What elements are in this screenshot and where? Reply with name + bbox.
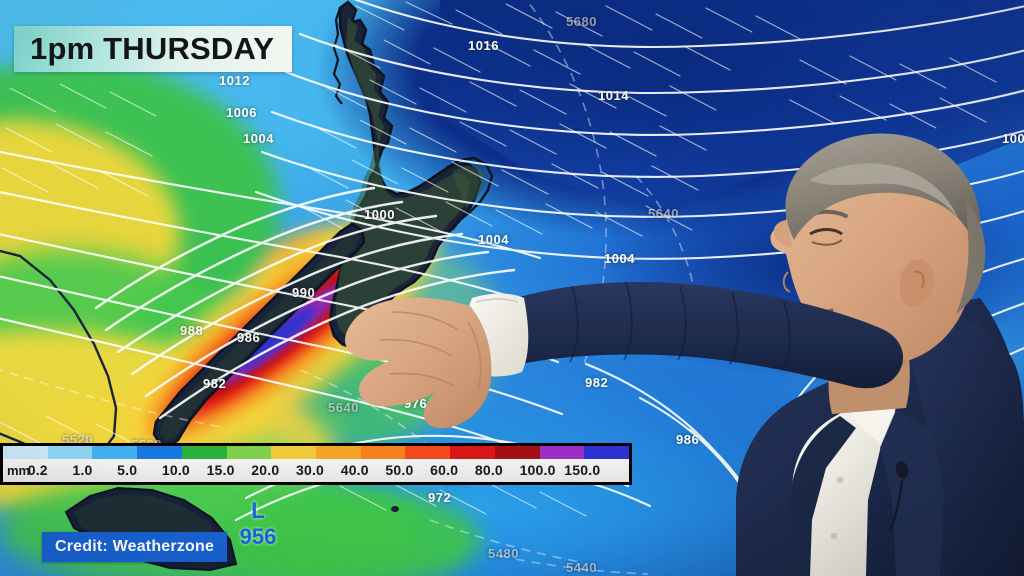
legend-swatch-7 (316, 446, 361, 459)
legend-swatch-0 (3, 446, 48, 459)
thickness-contour-label: 5680 (566, 14, 597, 29)
legend-tick: 20.0 (251, 462, 280, 478)
isobar-label: 972 (428, 490, 452, 505)
legend-swatch-9 (405, 446, 451, 459)
legend-tick: 5.0 (117, 462, 138, 478)
isobar-label: 982 (203, 376, 227, 391)
legend-swatch-11 (494, 446, 540, 459)
legend-tick: 15.0 (206, 462, 235, 478)
legend-swatch-5 (226, 446, 272, 459)
legend-tick: 10.0 (161, 462, 190, 478)
legend-swatch-4 (181, 446, 227, 459)
isobar-label: 1016 (468, 38, 499, 53)
legend-swatch-12 (539, 446, 585, 459)
thickness-contour-label: 5480 (488, 546, 519, 561)
isobar-label: 1006 (226, 105, 257, 120)
legend-swatch-1 (47, 446, 93, 459)
legend-tick: 150.0 (564, 462, 601, 478)
legend-unit-label: mm (7, 463, 31, 478)
isobar-label: 988 (180, 323, 204, 338)
thickness-contour-label: 5440 (566, 560, 597, 575)
low-pressure-value: 956 (239, 524, 277, 549)
legend-tick: 1.0 (72, 462, 93, 478)
rainfall-legend: mm 0.2 1.0 5.0 10.0 15.0 20.0 30.0 40.0 50.0 60.0… (0, 443, 632, 485)
legend-swatch-2 (92, 446, 138, 459)
isobar-label: 990 (292, 285, 316, 300)
legend-tick: 0.2 (27, 462, 48, 478)
legend-color-scale (3, 446, 630, 459)
isobar-label: 1012 (219, 73, 250, 88)
legend-swatch-3 (137, 446, 182, 459)
low-pressure-symbol: L (251, 498, 265, 523)
legend-swatch-8 (360, 446, 406, 459)
credit-banner: Credit: Weatherzone (42, 532, 228, 562)
isobar-label: 986 (676, 432, 700, 447)
time-label: 1pm THURSDAY (30, 31, 275, 66)
isobar-label: 1014 (598, 88, 629, 103)
isobar-label: 986 (237, 330, 261, 345)
legend-swatch-6 (271, 446, 317, 459)
weather-presenter (340, 30, 1024, 576)
isobar-label: 1004 (604, 251, 635, 266)
low-pressure-marker: L 956 (228, 500, 288, 548)
legend-tick: 50.0 (385, 462, 414, 478)
legend-tick: 100.0 (519, 462, 556, 478)
isobar-label: 1000 (364, 207, 395, 222)
isobar-label: 1004 (478, 232, 509, 247)
legend-tick: 60.0 (430, 462, 459, 478)
thickness-contour-label: 5640 (328, 400, 359, 415)
thickness-contour-label: 5640 (648, 206, 679, 221)
credit-label: Credit: Weatherzone (55, 538, 215, 555)
legend-tick-labels: mm 0.2 1.0 5.0 10.0 15.0 20.0 30.0 40.0 50.0 60.0… (3, 459, 629, 482)
legend-tick: 30.0 (296, 462, 325, 478)
legend-tick: 40.0 (340, 462, 369, 478)
legend-tick: 80.0 (474, 462, 503, 478)
legend-swatch-13 (584, 446, 630, 459)
isobar-label: 1008 (1002, 131, 1024, 146)
isobar-label: 982 (585, 375, 609, 390)
isobar-label: 1004 (243, 131, 274, 146)
legend-swatch-10 (450, 446, 495, 459)
time-banner: 1pm THURSDAY (14, 26, 293, 72)
